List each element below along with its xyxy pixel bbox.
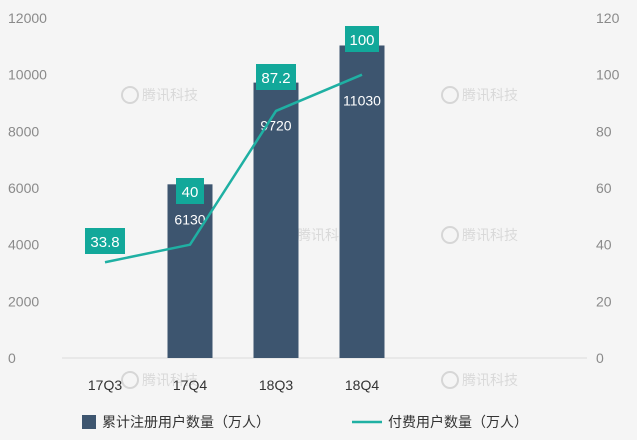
watermark-text: 腾讯科技: [462, 227, 518, 244]
x-category-label: 18Q4: [345, 377, 379, 393]
legend-bar-label: 累计注册用户数量（万人）: [102, 414, 270, 431]
watermark-text: 腾讯科技: [462, 372, 518, 389]
line-value-label: 87.2: [261, 70, 290, 87]
watermark-text: 腾讯科技: [297, 227, 353, 244]
y-left-tick-label: 12000: [8, 10, 47, 26]
bar-value-label: 11030: [343, 92, 381, 108]
y-right-tick-label: 100: [596, 67, 620, 83]
y-left-tick-label: 10000: [8, 67, 47, 83]
legend-line-label: 付费用户数量（万人）: [388, 414, 528, 431]
line-value-label: 40: [182, 184, 199, 201]
line-value-label-box: [176, 178, 204, 204]
x-category-label: 18Q3: [259, 377, 293, 393]
x-category-label: 17Q4: [173, 377, 207, 393]
line-value-label-box: [256, 64, 296, 90]
bar: [253, 82, 299, 358]
y-right-tick-label: 40: [596, 237, 612, 253]
bar: [167, 184, 213, 358]
legend: 累计注册用户数量（万人） 付费用户数量（万人）: [82, 414, 528, 431]
y-right-tick-label: 60: [596, 180, 612, 196]
axes: 0 2000 4000 6000 8000 10000 12000 0 20 40 60 80 100 1…: [8, 10, 620, 366]
y-left-tick-label: 0: [8, 350, 16, 366]
line-value-label-box: [85, 228, 125, 254]
watermark-logo-icon: [121, 371, 139, 389]
watermark-text: 腾讯科技: [142, 87, 198, 104]
y-left-tick-label: 6000: [8, 180, 39, 196]
line-path: [104, 73, 363, 264]
watermark-logo-icon: [441, 371, 459, 389]
y-right-tick-label: 120: [596, 10, 620, 26]
line-value-label-box: [345, 26, 379, 52]
y-right-tick-label: 0: [596, 350, 604, 366]
watermark-logo-icon: [441, 86, 459, 104]
watermark-logo-icon: [441, 226, 459, 244]
legend-bar-swatch: [82, 415, 96, 429]
y-right-tick-label: 80: [596, 123, 612, 139]
y-left-tick-label: 4000: [8, 237, 39, 253]
line-value-label: 33.8: [90, 234, 119, 251]
bar-value-label: 6130: [174, 211, 205, 227]
y-left-tick-label: 8000: [8, 123, 39, 139]
watermark-logo-icon: [121, 86, 139, 104]
line-series: 33.8 40 87.2 100: [85, 26, 379, 264]
bar: [339, 45, 385, 358]
category-labels: 17Q3 17Q4 18Q3 18Q4: [88, 377, 379, 393]
watermark-text: 腾讯科技: [462, 87, 518, 104]
y-left-tick-label: 2000: [8, 293, 39, 309]
line-value-label: 100: [349, 32, 374, 49]
watermark-text: 腾讯科技: [142, 372, 198, 389]
y-right-tick-label: 20: [596, 293, 612, 309]
x-category-label: 17Q3: [88, 377, 122, 393]
